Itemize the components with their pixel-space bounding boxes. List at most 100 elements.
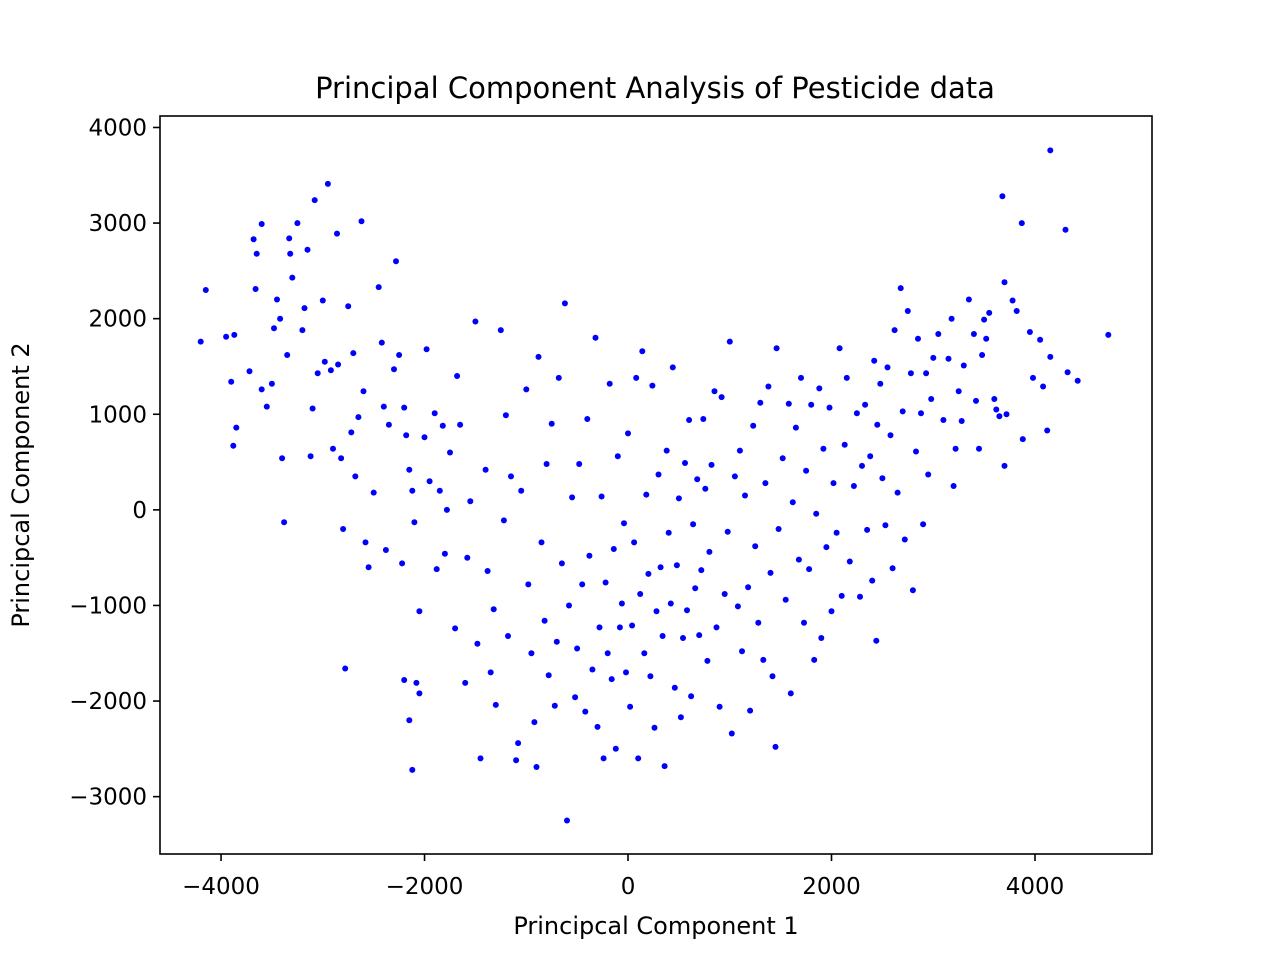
data-point	[533, 764, 540, 770]
y-tick-label: 1000	[88, 402, 147, 428]
data-point	[808, 401, 815, 408]
data-point	[484, 568, 491, 574]
data-point	[871, 357, 878, 364]
data-point	[843, 374, 850, 381]
data-point	[525, 581, 532, 588]
data-point	[252, 286, 259, 292]
data-point	[649, 382, 656, 389]
data-point	[803, 467, 810, 474]
data-point	[399, 560, 406, 567]
data-point	[330, 445, 336, 452]
data-point	[1030, 374, 1036, 381]
x-tick-label: −4000	[182, 874, 260, 900]
data-point	[841, 441, 848, 448]
data-point	[688, 693, 695, 700]
data-point	[452, 625, 459, 632]
data-point	[1062, 226, 1069, 233]
data-point	[647, 673, 654, 680]
data-point	[441, 550, 448, 557]
data-point	[981, 316, 988, 323]
data-point	[882, 522, 889, 529]
data-point	[355, 414, 362, 421]
data-point	[566, 602, 572, 609]
y-tick-label: 4000	[88, 115, 147, 141]
data-point	[523, 386, 530, 393]
y-axis-ticks: −3000 −2000 −1000 0 1000 2000 3000 4000	[69, 115, 160, 811]
data-point	[1018, 220, 1025, 227]
data-point	[518, 487, 525, 494]
data-point	[253, 250, 260, 257]
data-point	[838, 592, 845, 599]
data-point	[307, 453, 314, 460]
data-point	[669, 364, 676, 371]
data-point	[551, 702, 558, 709]
data-point	[700, 416, 707, 422]
x-tick-label: 4000	[1006, 874, 1065, 900]
data-point	[721, 591, 728, 597]
data-point	[271, 325, 277, 332]
data-point	[279, 455, 286, 462]
data-point	[340, 526, 347, 532]
data-point	[643, 491, 650, 498]
data-point	[569, 494, 576, 501]
y-tick-label: 0	[132, 498, 147, 524]
data-point	[606, 380, 613, 387]
data-point	[657, 564, 664, 571]
data-point	[673, 562, 680, 569]
data-point	[901, 536, 908, 543]
data-point	[1047, 147, 1054, 154]
data-point	[792, 424, 799, 431]
data-point	[873, 637, 880, 644]
data-point	[1047, 353, 1054, 360]
data-point	[728, 730, 735, 737]
data-point	[935, 331, 942, 337]
y-tick-label: −1000	[69, 593, 147, 619]
data-point	[490, 606, 497, 613]
data-point	[623, 669, 629, 676]
data-point	[433, 566, 440, 573]
data-point	[760, 656, 767, 663]
data-point	[594, 723, 601, 730]
data-point	[734, 603, 741, 610]
data-point	[502, 412, 509, 419]
data-point	[757, 399, 764, 406]
data-point	[806, 566, 813, 573]
data-point	[785, 400, 792, 407]
data-point	[228, 378, 235, 385]
data-point	[940, 417, 947, 423]
data-point	[775, 526, 782, 532]
data-point	[553, 638, 560, 645]
data-point	[287, 250, 294, 257]
data-point	[604, 650, 611, 657]
data-point	[543, 461, 550, 467]
data-point	[765, 383, 772, 390]
data-point	[202, 287, 209, 293]
data-point	[268, 380, 275, 387]
data-point	[704, 657, 711, 664]
data-point	[370, 489, 377, 496]
data-point	[635, 755, 642, 762]
y-tick-label: −2000	[69, 689, 147, 715]
data-point	[713, 624, 720, 631]
data-point	[948, 315, 955, 322]
data-point	[584, 416, 591, 422]
data-point	[945, 355, 952, 362]
data-point	[1064, 369, 1071, 376]
data-point	[281, 519, 288, 526]
data-point	[531, 719, 538, 726]
data-point	[711, 388, 718, 395]
plot-area-frame	[159, 115, 1153, 855]
data-point	[403, 432, 410, 439]
data-point	[833, 529, 840, 536]
data-point	[970, 331, 977, 337]
data-point	[694, 476, 701, 483]
x-axis-label: Principcal Component 1	[513, 912, 798, 940]
y-tick-label: 2000	[88, 307, 147, 333]
data-point	[555, 374, 562, 381]
data-point	[1026, 329, 1033, 335]
data-point	[913, 448, 919, 455]
data-point	[375, 284, 382, 291]
x-tick-label: −2000	[386, 874, 464, 900]
data-point	[304, 246, 311, 253]
